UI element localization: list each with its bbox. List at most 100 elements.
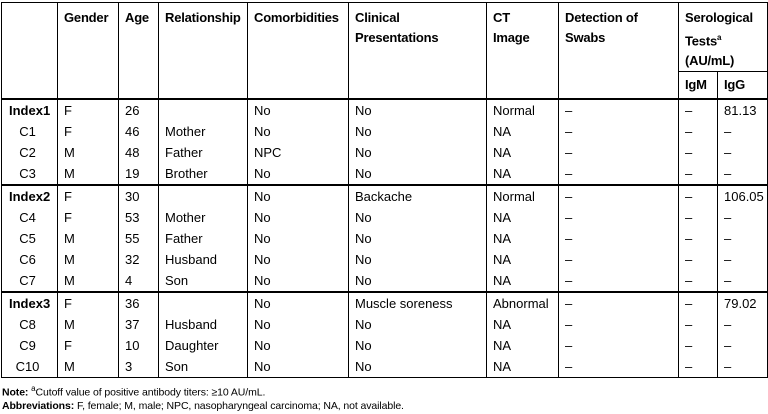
cell-igg: 79.02	[716, 291, 768, 315]
cell-gender: F	[57, 291, 119, 315]
family-cluster-table: Gender Age Relationship Comorbidities Cl…	[1, 2, 768, 379]
cell-igg: 106.05	[716, 184, 768, 208]
cell-id: C5	[1, 228, 58, 250]
cell-comorbidities: No	[247, 163, 349, 186]
col-header-age: Age	[118, 2, 159, 100]
cell-swabs: –	[558, 270, 679, 293]
cell-igm: –	[678, 314, 718, 336]
cell-clinical: No	[348, 228, 487, 250]
cell-igg: –	[716, 142, 768, 164]
cell-igm: –	[678, 356, 718, 378]
cell-clinical: No	[348, 142, 487, 164]
cell-igg: –	[716, 314, 768, 336]
cell-igg: –	[716, 121, 768, 143]
cell-relationship	[158, 291, 248, 315]
cell-clinical: No	[348, 121, 487, 143]
cell-clinical: No	[348, 335, 487, 357]
table-row-c4: C4 F 53 Mother No No NA – – –	[1, 207, 768, 229]
table-row-c3: C3 M 19 Brother No No NA – – –	[1, 163, 768, 186]
cell-swabs: –	[558, 184, 679, 208]
cell-ct: NA	[486, 142, 559, 164]
cell-gender: F	[57, 335, 119, 357]
cell-relationship: Daughter	[158, 335, 248, 357]
cell-comorbidities: No	[247, 184, 349, 208]
cell-comorbidities: No	[247, 270, 349, 293]
col-header-ct-image: CT Image	[486, 2, 559, 100]
cell-comorbidities: No	[247, 121, 349, 143]
table-row-index3: Index3 F 36 No Muscle soreness Abnormal …	[1, 291, 768, 315]
col-header-comorbidities: Comorbidities	[247, 2, 349, 100]
cell-clinical: No	[348, 98, 487, 122]
serological-tests-footnote-mark: a	[717, 33, 722, 42]
cell-ct: NA	[486, 121, 559, 143]
cell-id: C2	[1, 142, 58, 164]
cell-comorbidities: No	[247, 207, 349, 229]
table-row-c7: C7 M 4 Son No No NA – – –	[1, 270, 768, 293]
cell-swabs: –	[558, 291, 679, 315]
cell-clinical: No	[348, 163, 487, 186]
cell-gender: F	[57, 207, 119, 229]
cell-id: Index3	[1, 291, 58, 315]
cell-comorbidities: No	[247, 335, 349, 357]
table-row-index1: Index1 F 26 No No Normal – – 81.13	[1, 98, 768, 122]
cell-swabs: –	[558, 249, 679, 271]
cell-comorbidities: No	[247, 291, 349, 315]
cell-age: 46	[118, 121, 159, 143]
cell-igm: –	[678, 207, 718, 229]
col-header-gender: Gender	[57, 2, 119, 100]
cell-igm: –	[678, 184, 718, 208]
cell-swabs: –	[558, 207, 679, 229]
table-row-c8: C8 M 37 Husband No No NA – – –	[1, 314, 768, 336]
cell-igm: –	[678, 121, 718, 143]
cell-id: C7	[1, 270, 58, 293]
table-header: Gender Age Relationship Comorbidities Cl…	[1, 2, 768, 101]
cell-age: 53	[118, 207, 159, 229]
col-header-relationship: Relationship	[158, 2, 248, 100]
abbreviations-label: Abbreviations:	[2, 400, 75, 413]
cell-ct: NA	[486, 207, 559, 229]
cell-swabs: –	[558, 121, 679, 143]
table-row-c1: C1 F 46 Mother No No NA – – –	[1, 121, 768, 143]
cell-age: 26	[118, 98, 159, 122]
abbreviations-text: F, female; M, male; NPC, nasopharyngeal …	[76, 400, 404, 413]
cell-id: C9	[1, 335, 58, 357]
cell-age: 3	[118, 356, 159, 378]
cell-age: 10	[118, 335, 159, 357]
cell-swabs: –	[558, 228, 679, 250]
cell-age: 36	[118, 291, 159, 315]
table-row-c5: C5 M 55 Father No No NA – – –	[1, 228, 768, 250]
serological-tests-unit: (AU/mL)	[685, 53, 735, 69]
cell-comorbidities: No	[247, 314, 349, 336]
cell-ct: NA	[486, 270, 559, 293]
cell-igm: –	[678, 98, 718, 122]
cell-gender: M	[57, 270, 119, 293]
cell-relationship: Father	[158, 142, 248, 164]
cell-age: 4	[118, 270, 159, 293]
cell-clinical: No	[348, 207, 487, 229]
cell-id: Index2	[1, 184, 58, 208]
col-header-serological-tests: Serological Testsa (AU/mL)	[677, 2, 768, 73]
cell-age: 55	[118, 228, 159, 250]
cell-age: 19	[118, 163, 159, 186]
cell-relationship: Husband	[158, 249, 248, 271]
table-row-c9: C9 F 10 Daughter No No NA – – –	[1, 335, 768, 357]
cell-relationship: Son	[158, 270, 248, 293]
cell-relationship: Brother	[158, 163, 248, 186]
cell-igm: –	[678, 249, 718, 271]
cell-ct: NA	[486, 356, 559, 378]
cell-id: Index1	[1, 98, 58, 122]
cell-igg: –	[716, 356, 768, 378]
cell-ct: NA	[486, 249, 559, 271]
footnote-note: Note: aCutoff value of positive antibody…	[2, 382, 768, 400]
cell-swabs: –	[558, 142, 679, 164]
cell-igm: –	[678, 335, 718, 357]
cell-igm: –	[678, 228, 718, 250]
cell-comorbidities: No	[247, 228, 349, 250]
cell-relationship: Son	[158, 356, 248, 378]
cell-age: 32	[118, 249, 159, 271]
cell-ct: NA	[486, 335, 559, 357]
cell-swabs: –	[558, 356, 679, 378]
cell-id: C3	[1, 163, 58, 186]
cell-gender: F	[57, 184, 119, 208]
cell-swabs: –	[558, 314, 679, 336]
